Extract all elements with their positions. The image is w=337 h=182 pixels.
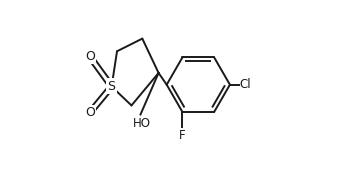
Text: Cl: Cl bbox=[240, 78, 251, 91]
Text: O: O bbox=[85, 106, 95, 119]
Text: O: O bbox=[85, 50, 95, 63]
Text: HO: HO bbox=[133, 117, 151, 130]
Text: S: S bbox=[108, 80, 116, 93]
Text: F: F bbox=[179, 129, 186, 142]
